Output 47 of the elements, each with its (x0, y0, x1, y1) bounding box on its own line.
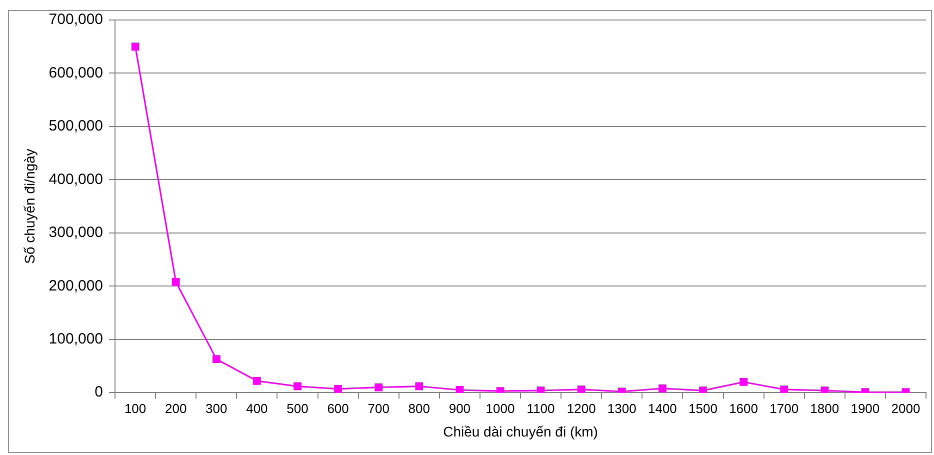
y-tick-label: 200,000 (48, 277, 104, 294)
x-tick-label: 400 (246, 400, 268, 416)
y-axis-title: Số chuyến đi/ngày (21, 148, 38, 264)
point (456, 386, 464, 393)
x-tick-label: 900 (448, 400, 471, 416)
point (294, 382, 302, 390)
point (536, 386, 545, 393)
x-tick-label: 200 (164, 400, 187, 416)
point (131, 42, 140, 51)
point (212, 355, 220, 363)
y-tick-label: 400,000 (48, 170, 104, 188)
x-tick-label: 600 (327, 400, 349, 416)
y-tick-label: 700,000 (48, 11, 104, 28)
point (334, 384, 342, 393)
x-tick-label: 100 (124, 400, 146, 416)
y-tick-label: 0 (94, 384, 104, 401)
point (780, 385, 788, 393)
x-tick-label: 1100 (526, 400, 555, 416)
point (172, 278, 180, 286)
x-tick-label: 1300 (607, 400, 636, 416)
x-tick-label: 800 (408, 400, 430, 416)
x-tick-label: 1900 (850, 400, 880, 416)
point (699, 386, 707, 393)
point (740, 378, 748, 386)
x-tick-label: 1200 (566, 400, 596, 416)
x-tick-label: 1600 (729, 400, 758, 416)
x-tick-label: 2000 (891, 400, 920, 416)
point (374, 383, 383, 392)
x-tick-label: 700 (368, 400, 390, 416)
x-tick-label: 300 (206, 400, 228, 416)
point (820, 386, 829, 393)
x-tick-label: 1000 (486, 400, 515, 416)
x-tick-label: 1700 (770, 400, 799, 416)
point (577, 385, 586, 393)
point (658, 384, 666, 392)
y-tick-label: 300,000 (48, 224, 104, 242)
x-tick-label: 1500 (688, 400, 718, 416)
y-tick-label: 100,000 (48, 330, 104, 348)
x-tick-label: 1400 (648, 400, 677, 416)
point (496, 387, 504, 393)
point (253, 376, 261, 385)
x-axis-title: Chiều dài chuyến đi (km) (443, 423, 598, 440)
point (415, 382, 424, 390)
x-tick-label: 1800 (810, 400, 840, 416)
x-tick-label: 500 (286, 400, 308, 416)
y-tick-label: 600,000 (48, 64, 104, 82)
y-tick-label: 500,000 (48, 118, 104, 135)
